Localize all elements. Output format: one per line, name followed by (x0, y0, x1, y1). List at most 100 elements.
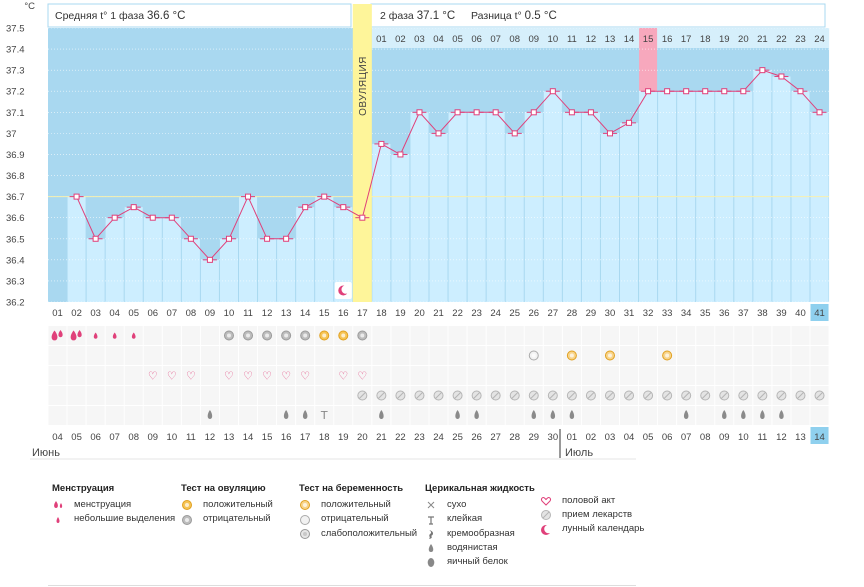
pill-icon-line (606, 392, 614, 399)
temp-point (492, 109, 499, 116)
temp-column (410, 112, 429, 302)
grid-cell (810, 326, 829, 345)
cycle-day-number: 23 (471, 308, 482, 319)
temp-point (511, 130, 518, 137)
pregnancy-positive-icon-inner (607, 353, 612, 358)
pill-icon-line (492, 392, 500, 399)
temp-point (187, 235, 194, 242)
pill-icon-line (797, 392, 804, 399)
grid-cell (715, 326, 734, 345)
temp-column (524, 112, 543, 302)
legend-item: положительный (181, 498, 273, 512)
grid-cell (734, 326, 753, 345)
grid-cell (143, 326, 162, 345)
grid-cell (581, 366, 600, 385)
ovulation-positive-icon-inner (322, 333, 327, 338)
grid-cell (410, 346, 429, 365)
grid-cell (810, 366, 829, 385)
grid-cell (600, 406, 619, 425)
grid-cell (181, 326, 200, 345)
grid-cell (620, 366, 639, 385)
temp-column (143, 217, 162, 302)
legend-item: прием лекарств (540, 508, 644, 522)
grid-cell (124, 386, 143, 405)
temp-point (530, 109, 537, 116)
date-label: 15 (262, 432, 273, 443)
grid-cell (410, 326, 429, 345)
grid-cell (334, 386, 353, 405)
ovulation-negative-icon-inner (303, 333, 308, 338)
legend-label: кремообразная (447, 527, 515, 539)
grid-cell (448, 346, 467, 365)
cycle-day-number: 19 (395, 308, 406, 319)
cycle-day-number: 13 (281, 308, 292, 319)
grid-cell (162, 386, 181, 405)
pill-icon-line (778, 392, 785, 399)
legend-label: половой акт (562, 495, 616, 506)
legend-item: водянистая (425, 541, 535, 555)
grid-cell (143, 366, 162, 385)
legend-label: отрицательный (321, 513, 389, 525)
pill-icon (540, 509, 552, 521)
grid-cell (334, 406, 353, 425)
y-tick-label: 36.3 (6, 276, 25, 287)
phase2-day-number: 17 (681, 34, 692, 45)
cycle-day-number: 08 (186, 308, 197, 319)
watery-icon (722, 410, 727, 419)
heart-icon (540, 495, 552, 507)
phase2-day-number: 13 (605, 34, 616, 45)
legend-item: отрицательный (299, 512, 417, 526)
cycle-day-number: 32 (643, 308, 654, 319)
temp-column (372, 143, 391, 302)
grid-cell (620, 326, 639, 345)
pill-icon-line (759, 392, 766, 399)
grid-cell (543, 366, 562, 385)
grid-cell (105, 406, 124, 425)
grid-cell (391, 346, 410, 365)
date-label: 23 (414, 432, 425, 443)
temp-point (225, 235, 232, 242)
temp-column (562, 112, 581, 302)
grid-cell (277, 346, 296, 365)
temp-point (454, 109, 461, 116)
pregnancy-positive-icon-inner (569, 353, 574, 358)
pill-icon-line (587, 392, 595, 399)
temp-point (435, 130, 442, 137)
heart-icon: ♡ (224, 370, 234, 383)
dry-icon (425, 499, 437, 511)
phase2-day-number: 03 (414, 34, 425, 45)
grid-cell (67, 326, 86, 345)
grid-cell (105, 386, 124, 405)
pregnancy-negative-icon-inner (531, 353, 536, 358)
temp-point (206, 256, 213, 263)
temp-point (397, 151, 404, 158)
grid-cell (620, 346, 639, 365)
legend-label: положительный (203, 499, 273, 511)
grid-cell (143, 406, 162, 425)
y-tick-label: 37.5 (6, 24, 25, 35)
legend-item: клейкая (425, 512, 535, 526)
creamy-icon (425, 528, 437, 540)
temperature-line (76, 69, 820, 261)
temp-point (245, 193, 252, 200)
legend-group: Тест на беременность положительный отрицат… (299, 482, 417, 541)
ovulation-negative-icon (181, 514, 193, 526)
grid-cell (162, 326, 181, 345)
cycle-day-number: 36 (719, 308, 730, 319)
temp-point (283, 235, 290, 242)
date-label: 03 (605, 432, 616, 443)
cycle-day-number: 41 (814, 308, 825, 319)
ovulation-negative-icon-inner (226, 333, 231, 338)
grid-cell (543, 346, 562, 365)
temp-point (740, 88, 747, 95)
watery-icon (779, 410, 784, 419)
date-label: 14 (243, 432, 254, 443)
grid-cell (772, 326, 791, 345)
phase2-day-number: 15 (643, 34, 654, 45)
cycle-day-number: 28 (567, 308, 578, 319)
legend-item: половой акт (540, 494, 644, 508)
temp-column (219, 238, 238, 302)
grid-cell (353, 366, 372, 385)
pill-icon-line (568, 392, 576, 399)
spotting-icon (112, 332, 117, 339)
